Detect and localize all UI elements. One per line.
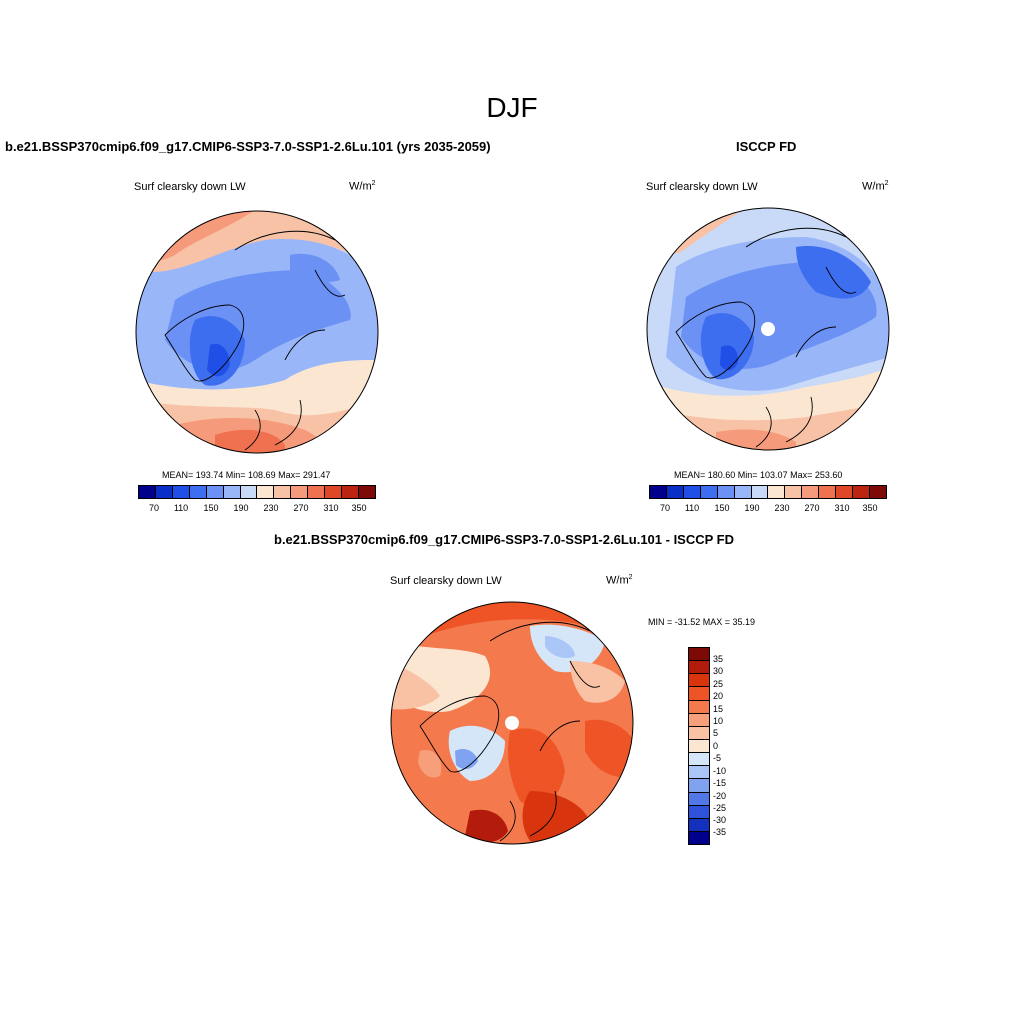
colorbar-tick-label: -15 [713,778,727,788]
pole-gap-marker [505,716,519,730]
colorbar-swatch [650,486,667,498]
colorbar-swatch [717,486,735,498]
colorbar-swatch [853,486,870,498]
colorbar-tick-label: 0 [713,741,719,751]
colorbar-tick-label: 15 [713,704,724,714]
colorbar-swatch [683,486,701,498]
colorbar-tick-label: -5 [713,753,722,763]
colorbar-swatch [155,486,173,498]
colorbar-tick-label: 25 [713,679,724,689]
colorbar-swatch [689,661,709,675]
colorbar-swatch [689,687,709,701]
colorbar-swatch [689,753,709,767]
colorbar-swatch [189,486,207,498]
colorbar-swatch [836,486,854,498]
colorbar-tick-label: 350 [351,503,367,513]
colorbar-swatch [819,486,837,498]
model-polar-map [135,210,379,454]
colorbar-tick-label: 5 [713,728,719,738]
obs-stats: MEAN= 180.60 Min= 103.07 Max= 253.60 [674,470,843,480]
colorbar-swatch [689,674,709,688]
colorbar-swatch [689,766,709,780]
obs-variable-label: Surf clearsky down LW [646,181,758,193]
colorbar-swatch [139,486,156,498]
model-variable-label: Surf clearsky down LW [134,181,246,193]
colorbar-tick-label: 35 [713,654,724,664]
colorbar-swatch [689,831,709,845]
colorbar-swatch [172,486,190,498]
colorbar-swatch [689,792,709,806]
colorbar-swatch [689,779,709,793]
colorbar-swatch [689,818,709,832]
model-units-label: W/m2 [349,180,376,193]
colorbar-swatch [689,700,709,714]
colorbar-tick-label: -20 [713,791,727,801]
diff-polar-map [390,601,634,845]
figure-title: DJF [486,92,538,123]
colorbar-swatch [342,486,359,498]
colorbar-tick-label: 310 [323,503,339,513]
colorbar-swatch [666,486,684,498]
colorbar-swatch [734,486,752,498]
model-panel-title: b.e21.BSSP370cmip6.f09_g17.CMIP6-SSP3-7.… [5,139,491,154]
colorbar-tick-label: 270 [293,503,309,513]
colorbar-tick-label: 10 [713,716,724,726]
colorbar-tick-label: 110 [173,503,189,513]
colorbar-swatch [240,486,258,498]
colorbar-swatch [785,486,803,498]
colorbar-tick-label: 190 [233,503,249,513]
colorbar-tick-label: 70 [659,503,671,513]
model-stats: MEAN= 193.74 Min= 108.69 Max= 291.47 [162,470,331,480]
colorbar-swatch [325,486,343,498]
colorbar-tick-label: 30 [713,666,724,676]
colorbar-tick-label: 70 [148,503,160,513]
colorbar-swatch [274,486,292,498]
colorbar-tick-label: -10 [713,766,727,776]
obs-colorbar [649,485,887,499]
colorbar-swatch [689,713,709,727]
colorbar-tick-label: -35 [713,827,727,837]
colorbar-swatch [768,486,786,498]
colorbar-swatch [223,486,241,498]
obs-polar-map [646,207,890,451]
colorbar-tick-label: 110 [684,503,700,513]
colorbar-tick-label: 230 [774,503,790,513]
colorbar-tick-label: 310 [834,503,850,513]
colorbar-swatch [291,486,309,498]
diff-variable-label: Surf clearsky down LW [390,575,502,587]
colorbar-swatch [802,486,820,498]
colorbar-swatch [358,486,375,498]
diff-units-label: W/m2 [606,574,633,587]
colorbar-swatch [308,486,326,498]
colorbar-tick-label: 350 [862,503,878,513]
diff-stats: MIN = -31.52 MAX = 35.19 [648,617,756,627]
model-colorbar-ticks: 70 110 150 190 230 270 310 350 [138,503,374,515]
obs-colorbar-ticks: 70 110 150 190 230 270 310 350 [649,503,885,515]
colorbar-swatch [689,648,709,662]
colorbar-tick-label: -25 [713,803,727,813]
pole-gap-marker [761,322,775,336]
colorbar-swatch [700,486,718,498]
colorbar-tick-label: 150 [714,503,730,513]
model-colorbar [138,485,376,499]
colorbar-tick-label: 270 [804,503,820,513]
diff-colorbar-ticks: 35 30 25 20 15 10 5 0 -5 -10 -15 -20 -25… [713,647,753,843]
colorbar-swatch [257,486,275,498]
colorbar-tick-label: -30 [713,815,727,825]
colorbar-swatch [869,486,886,498]
colorbar-swatch [689,805,709,819]
colorbar-swatch [206,486,224,498]
colorbar-tick-label: 230 [263,503,279,513]
colorbar-swatch [689,726,709,740]
colorbar-tick-label: 150 [203,503,219,513]
colorbar-swatch [689,739,709,754]
colorbar-swatch [751,486,769,498]
colorbar-tick-label: 190 [744,503,760,513]
diff-panel-title: b.e21.BSSP370cmip6.f09_g17.CMIP6-SSP3-7.… [274,532,735,547]
diff-colorbar [688,647,710,845]
obs-units-label: W/m2 [862,180,889,193]
obs-panel-title: ISCCP FD [736,139,797,154]
colorbar-tick-label: 20 [713,691,724,701]
